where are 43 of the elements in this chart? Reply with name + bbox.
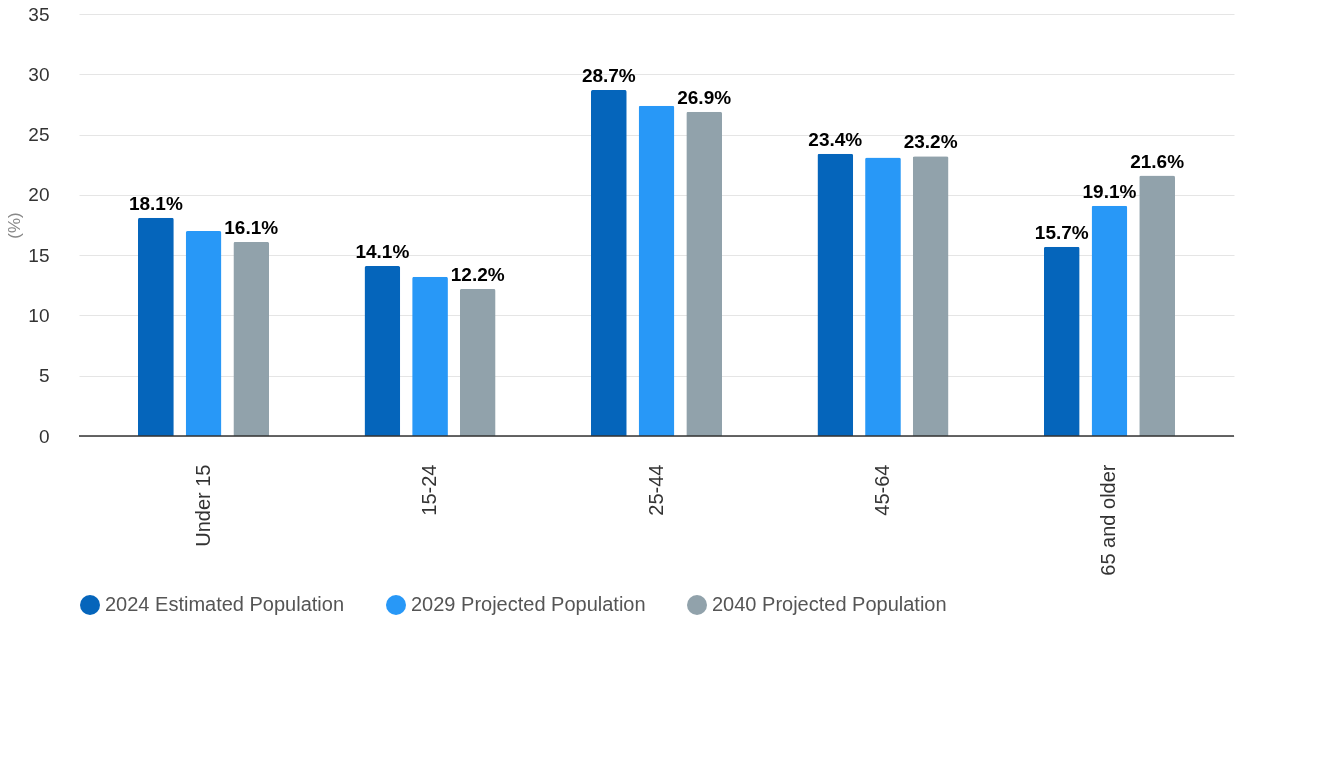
x-tick-label: 45-64 — [870, 464, 893, 516]
bar — [1091, 205, 1128, 436]
y-tick-label: 5 — [38, 365, 50, 387]
bar — [185, 231, 222, 436]
x-tick-label: 15-24 — [418, 464, 441, 516]
y-tick-label: 10 — [28, 304, 50, 326]
data-label: 23.4% — [808, 128, 863, 150]
bar — [638, 105, 675, 436]
bar — [686, 111, 723, 436]
legend-label: 2040 Projected Population — [712, 593, 947, 615]
y-tick-label: 0 — [38, 425, 50, 447]
legend-label: 2029 Projected Population — [411, 593, 646, 615]
data-label: 14.1% — [355, 240, 410, 262]
data-label: 28.7% — [581, 64, 636, 86]
bar — [817, 153, 854, 436]
y-tick-label: 35 — [28, 3, 50, 25]
x-tick-label: Under 15 — [191, 464, 214, 547]
y-tick-label: 20 — [28, 184, 50, 206]
y-axis-title: (%) — [5, 212, 25, 239]
data-label: 16.1% — [224, 216, 279, 238]
y-tick-label: 30 — [28, 63, 50, 85]
bar — [1043, 246, 1080, 436]
bar — [590, 89, 627, 436]
data-label: 23.2% — [903, 131, 958, 153]
bar — [912, 156, 949, 436]
data-label: 12.2% — [450, 263, 505, 285]
legend-label: 2024 Estimated Population — [105, 593, 345, 615]
data-label: 18.1% — [128, 192, 183, 214]
data-label: 15.7% — [1034, 221, 1089, 243]
data-label: 26.9% — [677, 86, 732, 108]
bar — [1139, 175, 1175, 436]
bar — [364, 265, 401, 436]
y-tick-label: 25 — [28, 124, 50, 146]
bar — [233, 241, 270, 436]
data-label: 21.6% — [1130, 150, 1185, 172]
bar — [412, 276, 448, 436]
x-tick-label: 65 and older — [1097, 464, 1120, 576]
bar — [138, 217, 174, 436]
y-tick-label: 15 — [28, 244, 50, 266]
data-label: 19.1% — [1082, 180, 1137, 202]
x-tick-label: 25-44 — [644, 464, 667, 516]
bar — [865, 157, 901, 436]
bar — [459, 288, 496, 436]
